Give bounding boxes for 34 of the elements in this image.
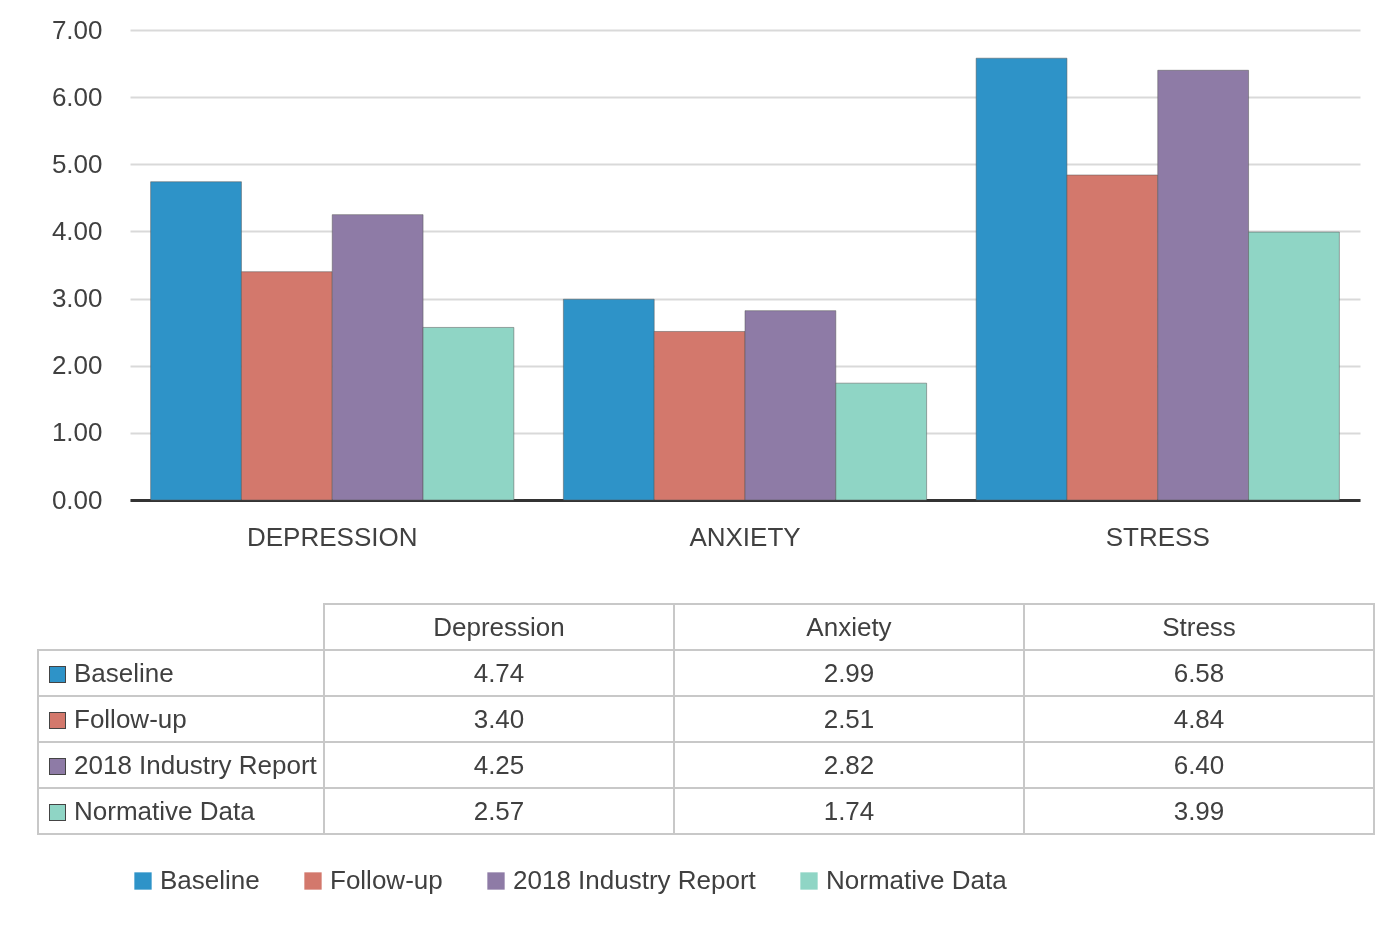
data-label: 3.40 <box>324 696 674 742</box>
data-label: 2.57 <box>324 788 674 834</box>
x-tick-label: DEPRESSION <box>247 521 418 552</box>
text: Follow-up <box>330 865 443 895</box>
legend-label: Baseline <box>38 650 324 696</box>
text: Anxiety <box>674 604 1024 650</box>
data-label: 6.40 <box>1024 742 1374 788</box>
data-label: 4.74 <box>324 650 674 696</box>
text: 2018 Industry Report <box>513 865 756 895</box>
x-tick-label: ANXIETY <box>689 521 801 552</box>
data-label: 2.82 <box>674 742 1024 788</box>
y-tick-label: 4.00 <box>51 215 103 246</box>
y-tick-label: 5.00 <box>51 148 103 179</box>
data-label: 4.84 <box>1024 696 1374 742</box>
data-label: 1.74 <box>674 788 1024 834</box>
data-label: 3.99 <box>1024 788 1374 834</box>
y-tick-label: 2.00 <box>51 350 103 381</box>
y-tick-label: 3.00 <box>51 283 103 314</box>
data-label: 6.58 <box>1024 650 1374 696</box>
legend-label: Follow-up <box>38 696 324 742</box>
y-tick-label: 6.00 <box>51 81 103 112</box>
text: Stress <box>1024 604 1374 650</box>
y-tick-label: 0.00 <box>51 484 103 515</box>
text: Normative Data <box>826 865 1007 895</box>
legend-label: Normative Data <box>38 788 324 834</box>
data-label: 4.25 <box>324 742 674 788</box>
data-label: 2.51 <box>674 696 1024 742</box>
text: Baseline <box>160 865 260 895</box>
y-tick-label: 1.00 <box>51 417 103 448</box>
y-tick-label: 7.00 <box>51 14 103 45</box>
legend-label: 2018 Industry Report <box>38 742 324 788</box>
x-tick-label: STRESS <box>1105 521 1210 552</box>
data-label: 2.99 <box>674 650 1024 696</box>
text: Depression <box>324 604 674 650</box>
